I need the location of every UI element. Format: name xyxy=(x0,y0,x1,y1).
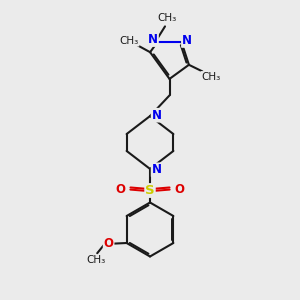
Text: N: N xyxy=(182,34,192,47)
Text: CH₃: CH₃ xyxy=(119,36,139,46)
Text: S: S xyxy=(145,184,155,197)
Text: N: N xyxy=(148,33,158,46)
Text: CH₃: CH₃ xyxy=(158,13,177,23)
Text: O: O xyxy=(116,183,126,196)
Text: O: O xyxy=(174,183,184,196)
Text: N: N xyxy=(152,109,162,122)
Text: CH₃: CH₃ xyxy=(86,255,105,266)
Text: CH₃: CH₃ xyxy=(201,72,220,82)
Text: O: O xyxy=(103,237,114,250)
Text: N: N xyxy=(152,163,162,176)
